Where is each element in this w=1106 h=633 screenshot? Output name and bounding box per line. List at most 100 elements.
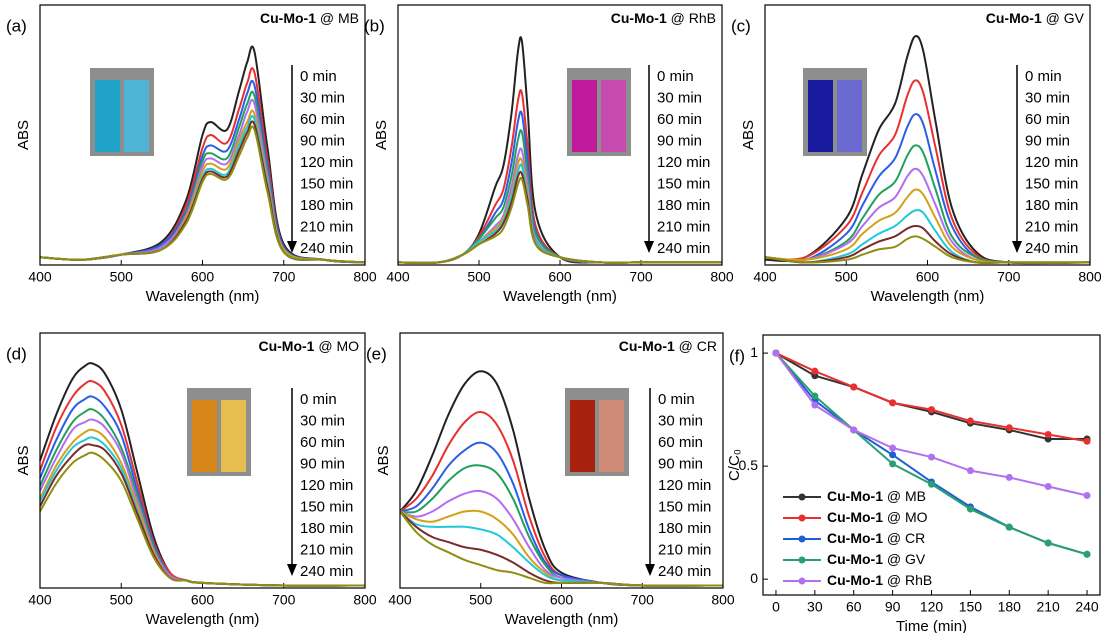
x-tick-label: 400 — [28, 592, 52, 608]
legend-label: 240 min — [300, 563, 353, 580]
legend-label: Cu-Mo-1 @ MB — [827, 488, 926, 504]
curve — [764, 144, 1091, 264]
cuvette — [192, 400, 217, 472]
y-axis-label: ABS — [15, 120, 32, 150]
x-axis-label: Wavelength (nm) — [146, 288, 260, 305]
x-axis-label: Wavelength (nm) — [871, 288, 985, 305]
cuvette — [599, 400, 624, 472]
legend-label: 150 min — [657, 175, 710, 192]
marker — [966, 467, 974, 475]
legend-label: 150 min — [300, 175, 353, 192]
marker — [811, 367, 819, 375]
x-tick-label: 700 — [631, 592, 655, 608]
cuvette — [572, 80, 597, 152]
legend-label: 240 min — [658, 563, 711, 580]
x-tick-label: 60 — [846, 599, 862, 615]
plot-frame — [764, 4, 1091, 266]
curve — [775, 352, 1088, 440]
panel-label: (d) — [6, 344, 27, 363]
legend-label: 60 min — [300, 434, 345, 451]
legend-label: 210 min — [300, 218, 353, 235]
marker — [966, 505, 974, 513]
y-axis-label: ABS — [740, 120, 757, 150]
x-tick-label: 700 — [272, 592, 296, 608]
x-tick-label: 120 — [920, 599, 944, 615]
legend-marker — [798, 535, 806, 543]
marker — [1005, 424, 1013, 432]
legend-label: 240 min — [657, 240, 710, 257]
marker — [928, 453, 935, 461]
marker — [1083, 550, 1091, 558]
x-tick-label: 600 — [191, 592, 215, 608]
legend-marker — [798, 556, 806, 564]
cuvette — [95, 80, 120, 152]
legend-marker — [798, 514, 806, 522]
panel-title: Cu-Mo-1 @ RhB — [611, 10, 716, 26]
y-axis-label: ABS — [375, 445, 392, 475]
marker — [1044, 539, 1052, 547]
marker — [1044, 430, 1052, 438]
legend-label: 60 min — [300, 111, 345, 128]
time-arrow-head — [287, 564, 297, 576]
legend-label: 30 min — [658, 412, 703, 429]
marker — [811, 401, 819, 409]
x-tick-label: 700 — [997, 269, 1021, 285]
marker — [850, 426, 858, 434]
x-axis-label: Wavelength (nm) — [146, 611, 260, 628]
legend-label: 120 min — [657, 154, 710, 171]
x-tick-label: 210 — [1036, 599, 1060, 615]
marker — [1083, 437, 1091, 445]
x-tick-label: 700 — [629, 269, 653, 285]
x-tick-label: 240 — [1075, 599, 1099, 615]
curve — [764, 35, 1091, 265]
legend-label: 240 min — [300, 240, 353, 257]
marker — [928, 480, 935, 488]
marker — [1083, 492, 1091, 500]
panel: (d) Cu-Mo-1 @ MO Wavelength (nm) ABS 400 500 6… — [6, 332, 377, 628]
plot-frame — [397, 4, 723, 266]
legend-label: 0 min — [300, 68, 337, 85]
x-tick-label: 400 — [753, 269, 777, 285]
plot-frame — [762, 334, 1101, 596]
legend-marker — [798, 493, 806, 501]
cuvette — [124, 80, 149, 152]
legend-label: 120 min — [658, 477, 711, 494]
legend-label: 30 min — [1025, 89, 1070, 106]
legend-label: 210 min — [300, 541, 353, 558]
x-tick-label: 700 — [272, 269, 296, 285]
x-tick-label: 800 — [710, 269, 734, 285]
x-tick-label: 180 — [998, 599, 1022, 615]
legend-label: 180 min — [300, 197, 353, 214]
plot-frame — [39, 4, 366, 266]
legend-label: 180 min — [658, 520, 711, 537]
cuvette — [221, 400, 246, 472]
y-axis-label: C/C₀ — [726, 449, 743, 481]
legend-label: Cu-Mo-1 @ MO — [827, 509, 928, 525]
legend-marker — [798, 577, 806, 585]
legend-label: Cu-Mo-1 @ RhB — [827, 572, 932, 588]
panel: (f) Time (min) C/C₀ 0 30 60 90 120 150 180 210 240 0… — [726, 334, 1101, 633]
curve — [397, 176, 722, 264]
curve — [764, 188, 1091, 264]
legend-label: 210 min — [658, 541, 711, 558]
cuvette — [570, 400, 595, 472]
legend-label: 60 min — [658, 434, 703, 451]
marker — [966, 417, 974, 425]
marker — [850, 383, 858, 391]
x-tick-label: 0 — [772, 599, 780, 615]
x-axis-label: Wavelength (nm) — [505, 611, 619, 628]
x-tick-label: 400 — [388, 592, 412, 608]
panel-title: Cu-Mo-1 @ MO — [258, 338, 359, 354]
marker — [889, 460, 897, 468]
cuvette — [601, 80, 626, 152]
curve — [775, 352, 1088, 443]
x-axis-label: Time (min) — [896, 618, 967, 633]
x-tick-label: 800 — [353, 592, 377, 608]
marker — [889, 451, 897, 459]
legend-label: 30 min — [657, 89, 702, 106]
plot-frame — [39, 332, 366, 589]
panel-label: (a) — [6, 16, 27, 35]
time-arrow-head — [645, 564, 655, 576]
marker — [1005, 473, 1013, 481]
y-axis-label: ABS — [15, 445, 32, 475]
